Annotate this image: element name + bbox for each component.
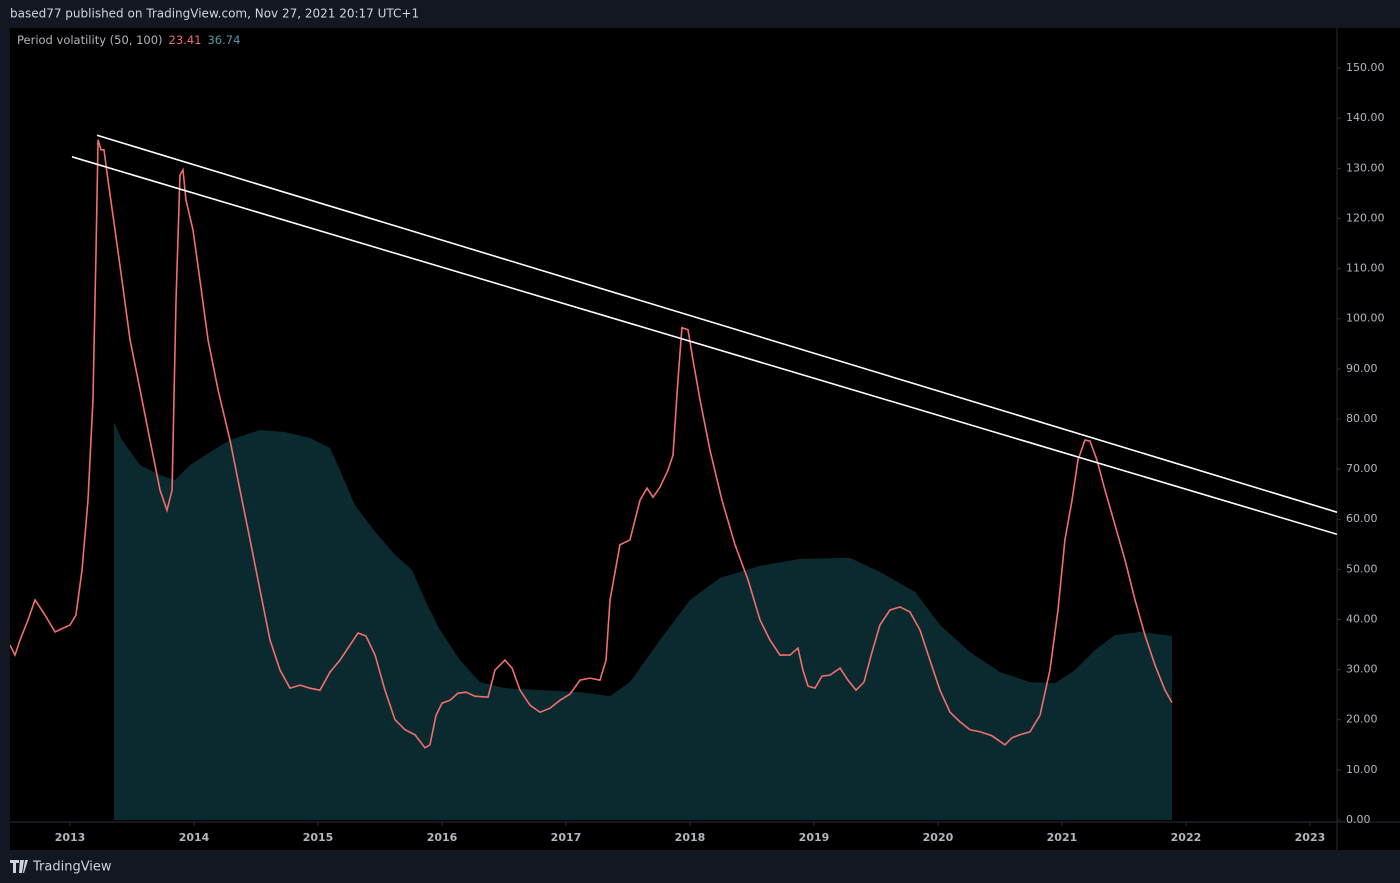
area	[114, 421, 1172, 820]
legend-text: Period volatility (50, 100)	[17, 33, 163, 47]
y-tick-label: 90.00	[1346, 362, 1378, 375]
y-tick-label: 120.00	[1346, 211, 1385, 224]
y-tick-label: 20.00	[1346, 713, 1378, 726]
x-tick-label: 2018	[675, 831, 706, 844]
y-tick-label: 10.00	[1346, 763, 1378, 776]
y-tick-label: 130.00	[1346, 161, 1385, 174]
y-tick-label: 0.00	[1346, 813, 1371, 826]
x-tick-label: 2016	[427, 831, 458, 844]
y-tick-label: 140.00	[1346, 111, 1385, 124]
legend-text: 23.41	[169, 33, 202, 47]
x-tick-label: 2017	[551, 831, 582, 844]
indicator-legend: Period volatility (50, 100) 23.41 36.74	[17, 33, 240, 47]
brand: TradingView	[32, 860, 112, 875]
y-tick-label: 150.00	[1346, 61, 1385, 74]
y-tick-label: 40.00	[1346, 612, 1378, 625]
x-tick-label: 2023	[1295, 831, 1326, 844]
x-tick-label: 2022	[1171, 831, 1202, 844]
y-tick-label: 70.00	[1346, 462, 1378, 475]
x-tick-label: 2013	[55, 831, 86, 844]
y-tick-label: 110.00	[1346, 262, 1385, 275]
x-tick-label: 2014	[179, 831, 210, 844]
legend-text: 36.74	[207, 33, 240, 47]
y-tick-label: 50.00	[1346, 562, 1378, 575]
y-tick-label: 80.00	[1346, 412, 1378, 425]
line	[10, 139, 1173, 749]
x-tick-label: 2021	[1047, 831, 1078, 844]
plot	[10, 134, 1337, 820]
y-tick-label: 60.00	[1346, 512, 1378, 525]
x-tick-label: 2019	[799, 831, 830, 844]
trendline	[71, 156, 1337, 536]
x-tick-label: 2015	[303, 831, 334, 844]
logo	[10, 860, 28, 873]
publisher: based77 published on TradingView.com, No…	[10, 7, 419, 21]
footer: TradingView	[10, 860, 112, 875]
x-tick-label: 2020	[923, 831, 954, 844]
y-tick-label: 30.00	[1346, 663, 1378, 676]
trendline	[96, 134, 1337, 513]
y-tick-label: 100.00	[1346, 312, 1385, 325]
